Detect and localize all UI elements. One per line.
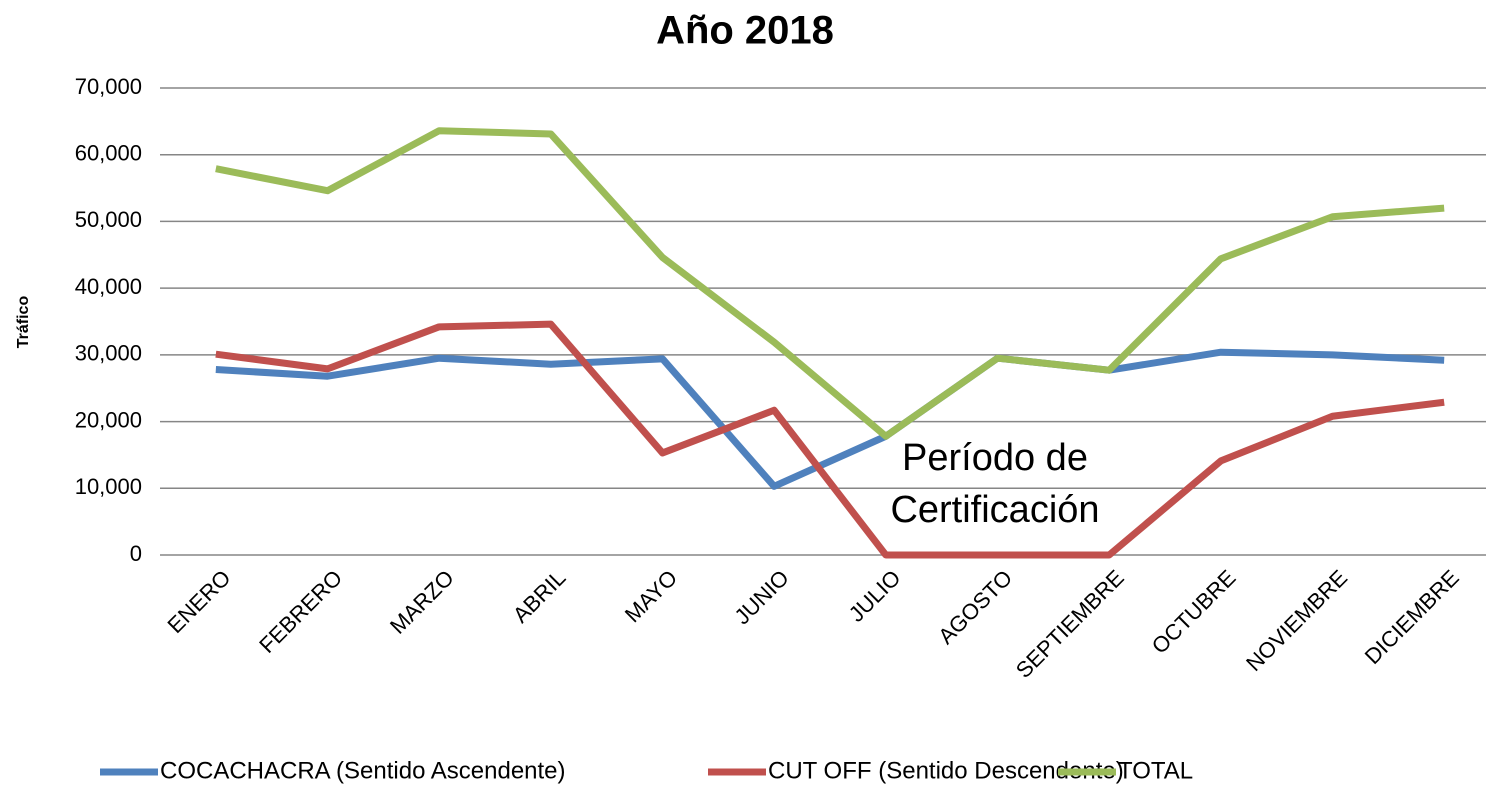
series-line xyxy=(215,320,1445,559)
chart-title: Año 2018 xyxy=(656,9,834,53)
series-line xyxy=(215,348,1445,490)
x-tick-label: OCTUBRE xyxy=(1147,565,1241,659)
y-tick-label: 10,000 xyxy=(75,474,142,499)
x-tick-label: NOVIEMBRE xyxy=(1241,565,1352,676)
legend-label: TOTAL xyxy=(1118,757,1193,784)
x-tick-label: FEBRERO xyxy=(254,565,347,658)
y-tick-label: 30,000 xyxy=(75,341,142,366)
annotation: Certificación xyxy=(890,489,1099,531)
y-tick-label: 70,000 xyxy=(75,74,142,99)
x-tick-label: DICIEMBRE xyxy=(1360,565,1464,669)
y-tick-label: 0 xyxy=(130,541,142,566)
y-tick-label: 60,000 xyxy=(75,141,142,166)
series-line xyxy=(215,127,1445,440)
y-axis-label: Tráfico xyxy=(15,296,32,349)
x-tick-label: MAYO xyxy=(620,565,682,627)
x-tick-label: ABRIL xyxy=(508,565,571,628)
x-tick-label: JULIO xyxy=(844,565,906,627)
x-tick-label: SEPTIEMBRE xyxy=(1011,565,1129,683)
x-tick-label: MARZO xyxy=(385,565,459,639)
x-tick-label: AGOSTO xyxy=(933,565,1017,649)
y-tick-label: 50,000 xyxy=(75,207,142,232)
x-tick-label: JUNIO xyxy=(729,565,793,629)
x-tick-label: ENERO xyxy=(162,565,235,638)
annotation: Período de xyxy=(902,437,1088,479)
y-tick-label: 20,000 xyxy=(75,407,142,432)
y-tick-label: 40,000 xyxy=(75,274,142,299)
legend-label: COCACHACRA (Sentido Ascendente) xyxy=(160,757,566,784)
